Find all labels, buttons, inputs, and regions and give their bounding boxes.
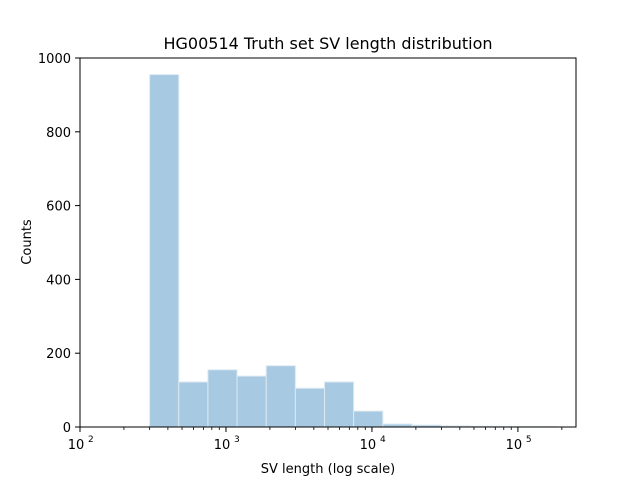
y-tick-label: 600 — [46, 200, 71, 215]
y-tick-label: 800 — [46, 126, 71, 141]
histogram-bar-5 — [265, 365, 296, 428]
y-tick-label: 0 — [63, 421, 71, 436]
x-tick-exponent: 3 — [234, 435, 240, 445]
x-tick-label: 10 — [506, 438, 523, 453]
histogram-bar-1 — [149, 74, 180, 428]
x-tick-label: 10 — [214, 438, 231, 453]
y-tick-label: 1000 — [38, 52, 71, 67]
histogram-bar-3 — [207, 369, 238, 428]
y-axis-label: Counts — [20, 219, 35, 265]
histogram-bar-8 — [353, 410, 384, 428]
x-tick-label: 10 — [360, 438, 377, 453]
x-tick-exponent: 5 — [526, 435, 532, 445]
histogram-bar-4 — [236, 375, 267, 428]
chart-title: HG00514 Truth set SV length distribution — [163, 34, 492, 53]
x-tick-exponent: 4 — [380, 435, 386, 445]
histogram-bar-7 — [324, 381, 355, 428]
x-tick-label: 10 — [68, 438, 85, 453]
histogram-bar-2 — [178, 381, 209, 428]
x-tick-exponent: 2 — [88, 435, 94, 445]
y-axis: 0 200 400 600 800 1000 — [38, 52, 80, 436]
histogram-bar-6 — [294, 387, 326, 428]
y-tick-label: 400 — [46, 273, 71, 288]
bars-group — [149, 74, 559, 428]
x-axis-label: SV length (log scale) — [261, 462, 395, 477]
x-axis: 10 2 10 3 10 4 10 5 — [68, 427, 563, 453]
y-tick-label: 200 — [46, 347, 71, 362]
